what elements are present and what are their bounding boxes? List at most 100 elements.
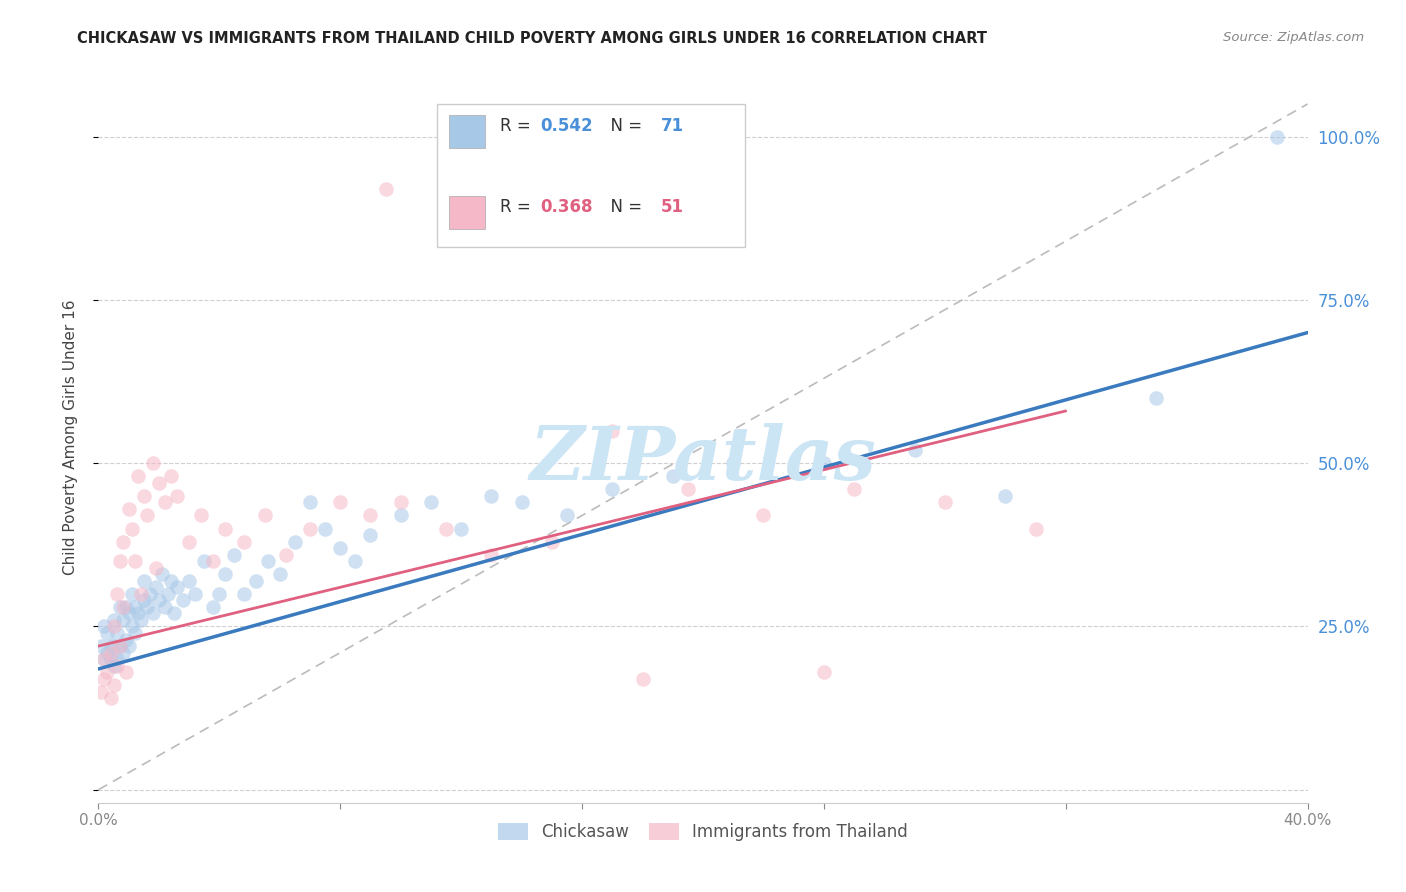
Point (389, 495, 412, 509)
Point (602, 483, 624, 497)
Point (124, 626, 146, 640)
Point (723, 456, 745, 470)
Point (111, 534, 134, 549)
Point (540, 534, 562, 549)
Point (96, 665, 118, 680)
FancyBboxPatch shape (449, 115, 485, 148)
Point (420, 495, 443, 509)
Point (93, 652, 115, 666)
Point (118, 639, 141, 653)
Point (179, 534, 201, 549)
Point (160, 469, 183, 483)
Point (96, 646, 118, 660)
Y-axis label: Child Poverty Among Girls Under 16: Child Poverty Among Girls Under 16 (63, 300, 77, 574)
Point (232, 587, 254, 601)
Point (96, 626, 118, 640)
Point (100, 646, 122, 660)
Point (139, 587, 162, 601)
Text: 71: 71 (661, 117, 683, 136)
Point (179, 574, 201, 588)
Point (752, 508, 775, 523)
Point (124, 599, 146, 614)
Point (93, 652, 115, 666)
Point (150, 567, 173, 582)
Point (111, 646, 134, 660)
Point (661, 469, 683, 483)
Point (208, 587, 231, 601)
Point (253, 508, 276, 523)
Point (135, 599, 157, 614)
Point (118, 607, 141, 621)
Text: Source: ZipAtlas.com: Source: ZipAtlas.com (1223, 31, 1364, 45)
Point (103, 619, 125, 633)
Point (93, 619, 115, 633)
Point (434, 521, 457, 535)
Point (135, 508, 157, 523)
Point (374, 182, 396, 196)
FancyBboxPatch shape (437, 104, 745, 247)
Point (145, 580, 167, 594)
Point (108, 554, 131, 568)
Point (202, 599, 225, 614)
Point (481, 548, 503, 562)
Point (813, 665, 835, 680)
Point (127, 469, 149, 483)
Point (153, 495, 176, 509)
Point (118, 502, 141, 516)
Point (166, 489, 188, 503)
Point (103, 658, 125, 673)
Point (193, 554, 215, 568)
Point (132, 593, 155, 607)
Point (284, 534, 307, 549)
Point (108, 639, 131, 653)
Point (124, 554, 146, 568)
Text: ZIPatlas: ZIPatlas (530, 423, 876, 495)
Point (1024, 521, 1046, 535)
Point (994, 489, 1017, 503)
Point (329, 495, 352, 509)
Point (329, 541, 352, 555)
Legend: Chickasaw, Immigrants from Thailand: Chickasaw, Immigrants from Thailand (489, 814, 917, 849)
Point (90, 685, 112, 699)
Text: 51: 51 (661, 198, 683, 216)
Text: N =: N = (600, 198, 648, 216)
Point (202, 554, 225, 568)
Point (256, 554, 278, 568)
Text: R =: R = (501, 198, 536, 216)
Point (510, 495, 533, 509)
FancyBboxPatch shape (449, 195, 485, 228)
Point (314, 521, 336, 535)
Point (450, 521, 472, 535)
Point (148, 593, 170, 607)
Point (269, 567, 291, 582)
Point (676, 483, 699, 497)
Point (172, 593, 194, 607)
Point (100, 691, 122, 706)
Point (148, 475, 170, 490)
Point (344, 554, 367, 568)
Point (132, 574, 155, 588)
Point (132, 489, 155, 503)
Point (156, 587, 179, 601)
Point (111, 599, 134, 614)
Point (105, 587, 128, 601)
Point (844, 483, 866, 497)
Point (214, 567, 236, 582)
Point (105, 626, 128, 640)
Point (105, 652, 128, 666)
Point (224, 548, 246, 562)
Point (100, 652, 122, 666)
Point (1267, 129, 1289, 144)
Point (127, 607, 149, 621)
Point (163, 607, 186, 621)
Point (100, 639, 122, 653)
Point (631, 672, 654, 686)
Point (108, 599, 131, 614)
Point (145, 560, 167, 574)
Point (142, 456, 165, 470)
Text: R =: R = (501, 117, 536, 136)
Point (245, 574, 267, 588)
Point (153, 599, 176, 614)
Point (1144, 391, 1167, 405)
Point (166, 580, 188, 594)
